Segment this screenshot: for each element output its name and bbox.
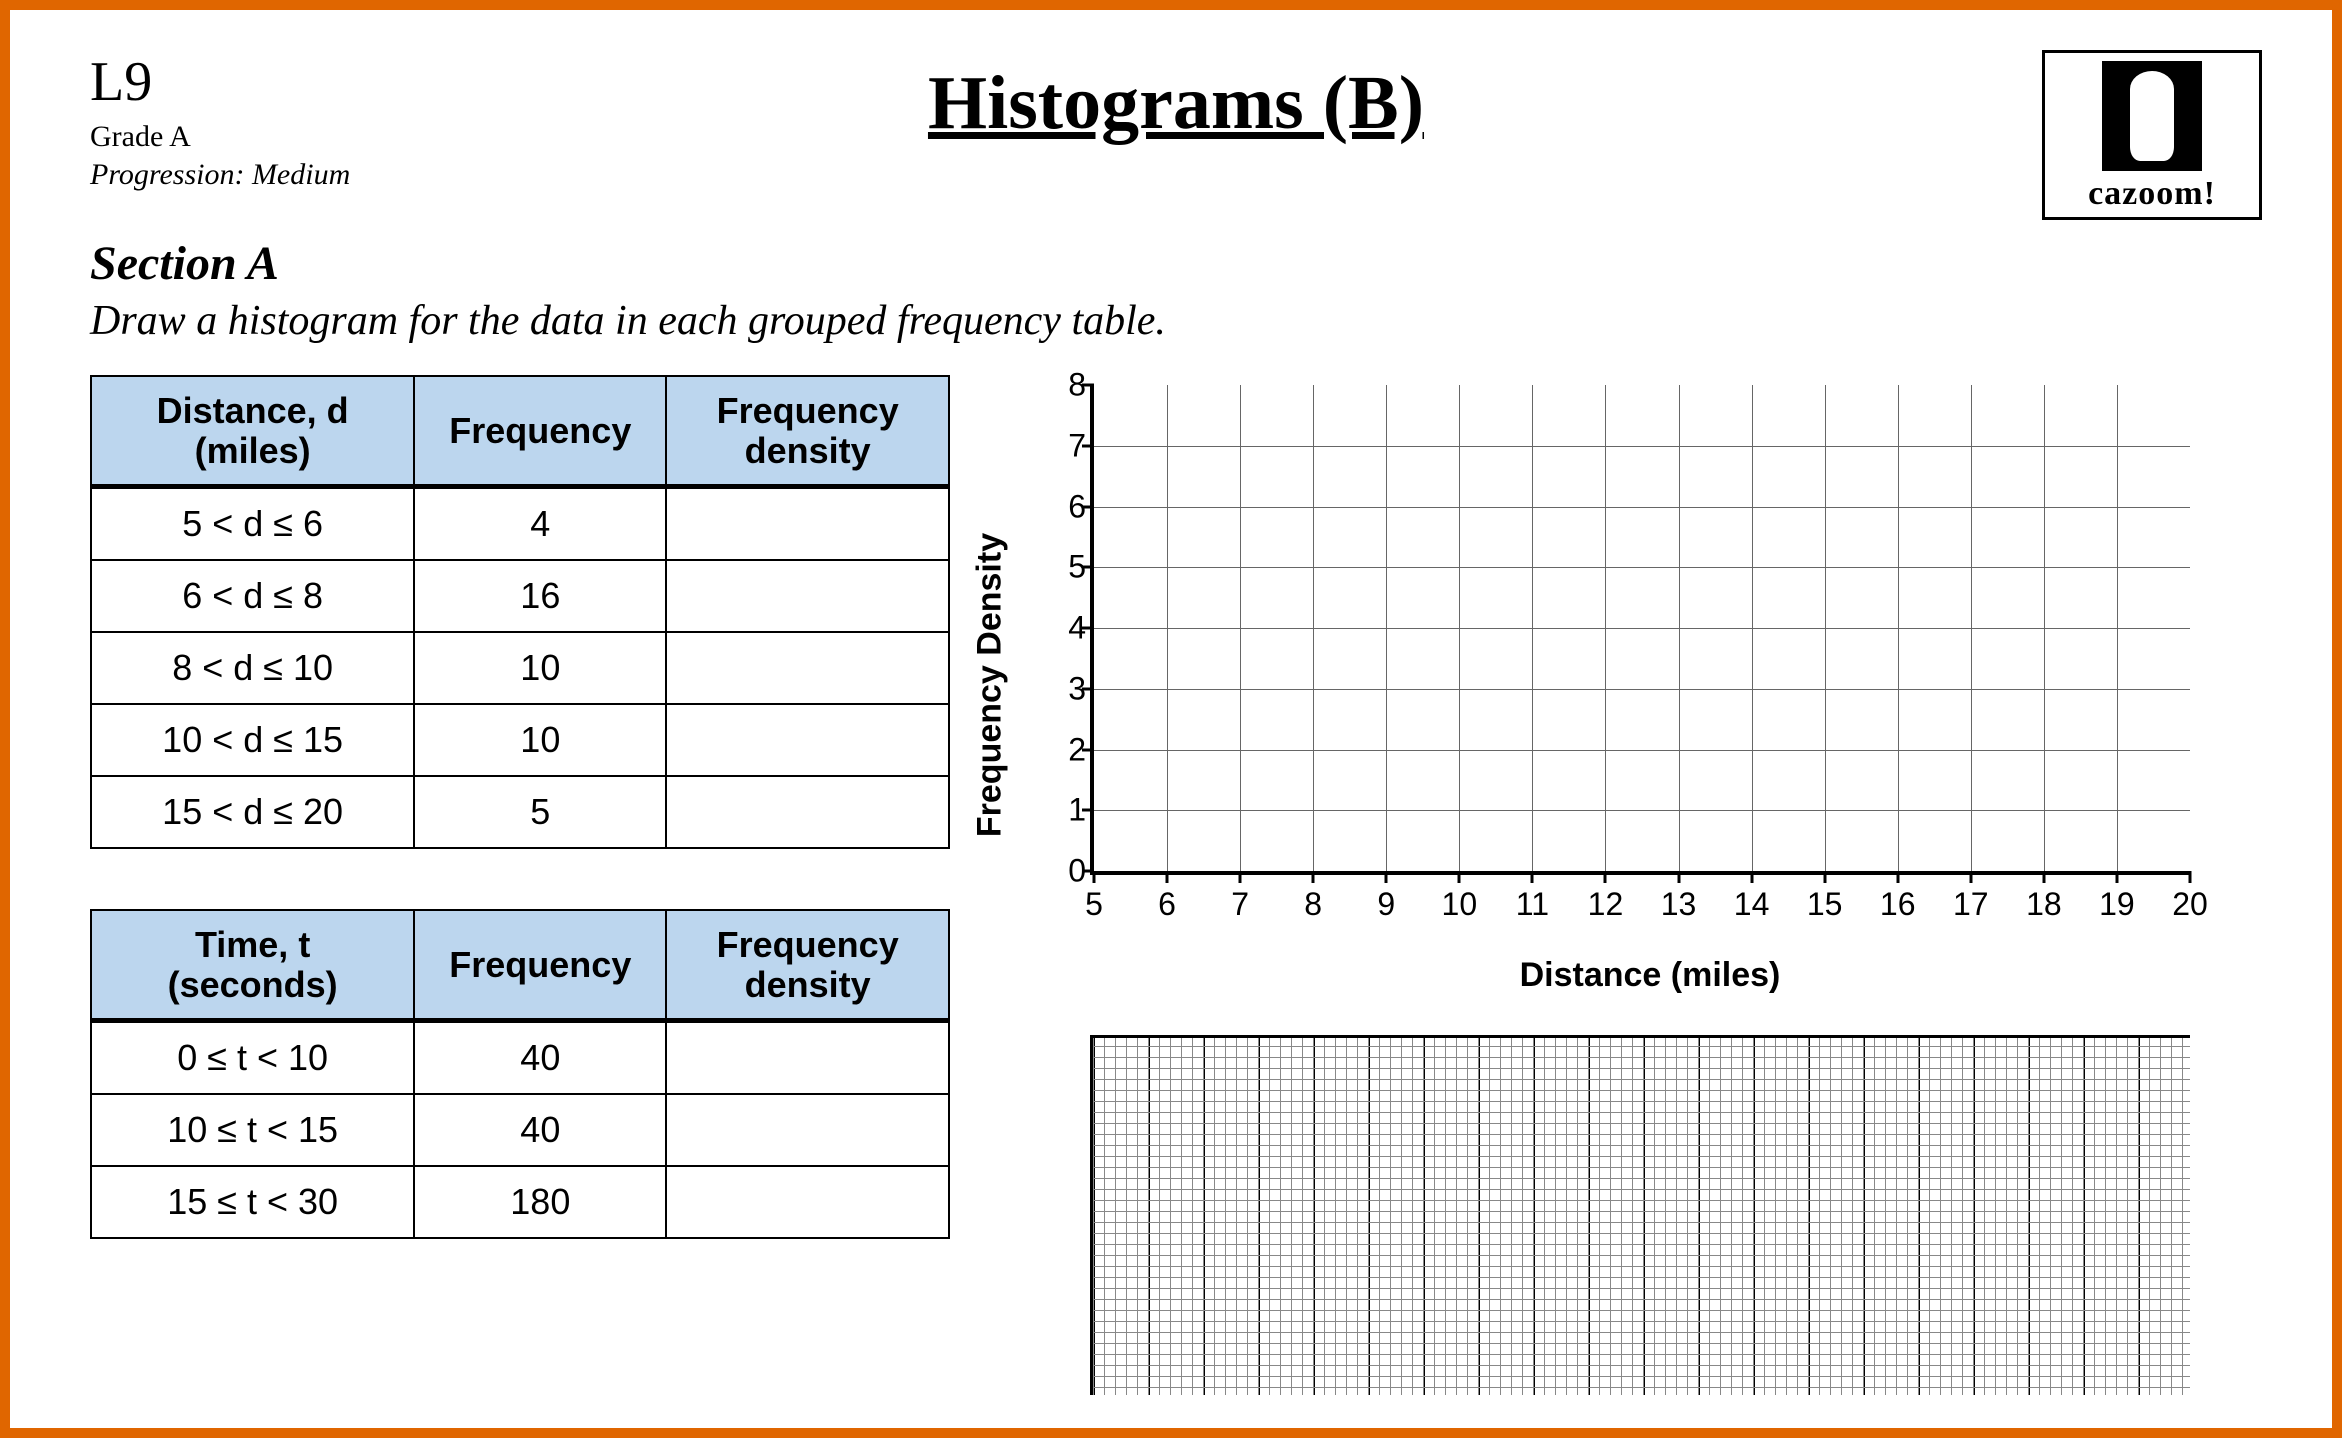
chart-plot-area [1090, 1035, 2190, 1395]
xtick-label: 9 [1377, 886, 1395, 923]
cell-range: 5 < d ≤ 6 [91, 487, 414, 561]
cell-freq: 4 [414, 487, 666, 561]
worksheet-page: L9 Grade A Progression: Medium Histogram… [0, 0, 2342, 1438]
xtick-label: 15 [1807, 886, 1843, 923]
cell-fd [666, 704, 949, 776]
table-row: 8 < d ≤ 10 10 [91, 632, 949, 704]
ytick-label: 3 [1050, 670, 1086, 707]
cell-range: 15 < d ≤ 20 [91, 776, 414, 848]
table-row: 15 < d ≤ 20 5 [91, 776, 949, 848]
section-heading: Section A [90, 236, 2262, 291]
col-header: Frequency density [666, 910, 949, 1021]
cell-fd [666, 1021, 949, 1095]
xtick-label: 14 [1734, 886, 1770, 923]
table-row: 15 ≤ t < 30 180 [91, 1166, 949, 1238]
cell-range: 10 ≤ t < 15 [91, 1094, 414, 1166]
logo-icon [2102, 61, 2202, 171]
xtick-label: 10 [1442, 886, 1478, 923]
chart-plot-area: 567891011121314151617181920012345678 [1090, 385, 2190, 875]
cell-freq: 16 [414, 560, 666, 632]
ytick-label: 0 [1050, 853, 1086, 890]
cell-freq: 40 [414, 1094, 666, 1166]
xtick-label: 18 [2026, 886, 2062, 923]
col-header: Distance, d (miles) [91, 376, 414, 487]
cell-fd [666, 776, 949, 848]
section-instruction: Draw a histogram for the data in each gr… [90, 297, 2262, 345]
col-header: Time, t (seconds) [91, 910, 414, 1021]
col-header: Frequency [414, 910, 666, 1021]
page-title: Histograms (B) [90, 60, 2262, 147]
progression: Progression: Medium [90, 158, 2262, 192]
ytick-label: 5 [1050, 549, 1086, 586]
xtick-label: 12 [1588, 886, 1624, 923]
ytick-label: 8 [1050, 367, 1086, 404]
col-header: Frequency [414, 376, 666, 487]
ytick-label: 6 [1050, 488, 1086, 525]
cell-freq: 40 [414, 1021, 666, 1095]
header: L9 Grade A Progression: Medium Histogram… [90, 50, 2262, 230]
cell-fd [666, 1166, 949, 1238]
brand-logo: cazoom! [2042, 50, 2262, 220]
col-header: Frequency density [666, 376, 949, 487]
cell-range: 10 < d ≤ 15 [91, 704, 414, 776]
xtick-label: 7 [1231, 886, 1249, 923]
cell-range: 15 ≤ t < 30 [91, 1166, 414, 1238]
xtick-label: 13 [1661, 886, 1697, 923]
xtick-label: 8 [1304, 886, 1322, 923]
table-row: 0 ≤ t < 10 40 [91, 1021, 949, 1095]
chart-time [1000, 1035, 2210, 1395]
ytick-label: 4 [1050, 610, 1086, 647]
table-distance: Distance, d (miles) Frequency Frequency … [90, 375, 950, 849]
xtick-label: 17 [1953, 886, 1989, 923]
charts-column: Frequency Density 5678910111213141516171… [1000, 375, 2262, 1395]
chart-xlabel: Distance (miles) [1090, 956, 2210, 995]
table-row: 6 < d ≤ 8 16 [91, 560, 949, 632]
chart-ylabel: Frequency Density [971, 533, 1010, 837]
table-row: 10 ≤ t < 15 40 [91, 1094, 949, 1166]
cell-fd [666, 560, 949, 632]
table-time: Time, t (seconds) Frequency Frequency de… [90, 909, 950, 1239]
cell-freq: 10 [414, 704, 666, 776]
tables-column: Distance, d (miles) Frequency Frequency … [90, 375, 960, 1395]
table-row: 10 < d ≤ 15 10 [91, 704, 949, 776]
cell-freq: 5 [414, 776, 666, 848]
cell-fd [666, 632, 949, 704]
cell-range: 6 < d ≤ 8 [91, 560, 414, 632]
ytick-label: 2 [1050, 731, 1086, 768]
cell-freq: 10 [414, 632, 666, 704]
chart-distance: Frequency Density 5678910111213141516171… [1000, 375, 2210, 995]
cell-range: 0 ≤ t < 10 [91, 1021, 414, 1095]
ytick-label: 7 [1050, 427, 1086, 464]
xtick-label: 20 [2172, 886, 2208, 923]
xtick-label: 6 [1158, 886, 1176, 923]
cell-range: 8 < d ≤ 10 [91, 632, 414, 704]
content-area: Distance, d (miles) Frequency Frequency … [90, 375, 2262, 1395]
xtick-label: 19 [2099, 886, 2135, 923]
cell-freq: 180 [414, 1166, 666, 1238]
brand-name: cazoom! [2055, 175, 2249, 213]
xtick-label: 5 [1085, 886, 1103, 923]
cell-fd [666, 487, 949, 561]
cell-fd [666, 1094, 949, 1166]
xtick-label: 11 [1516, 886, 1549, 923]
xtick-label: 16 [1880, 886, 1916, 923]
ytick-label: 1 [1050, 792, 1086, 829]
table-row: 5 < d ≤ 6 4 [91, 487, 949, 561]
